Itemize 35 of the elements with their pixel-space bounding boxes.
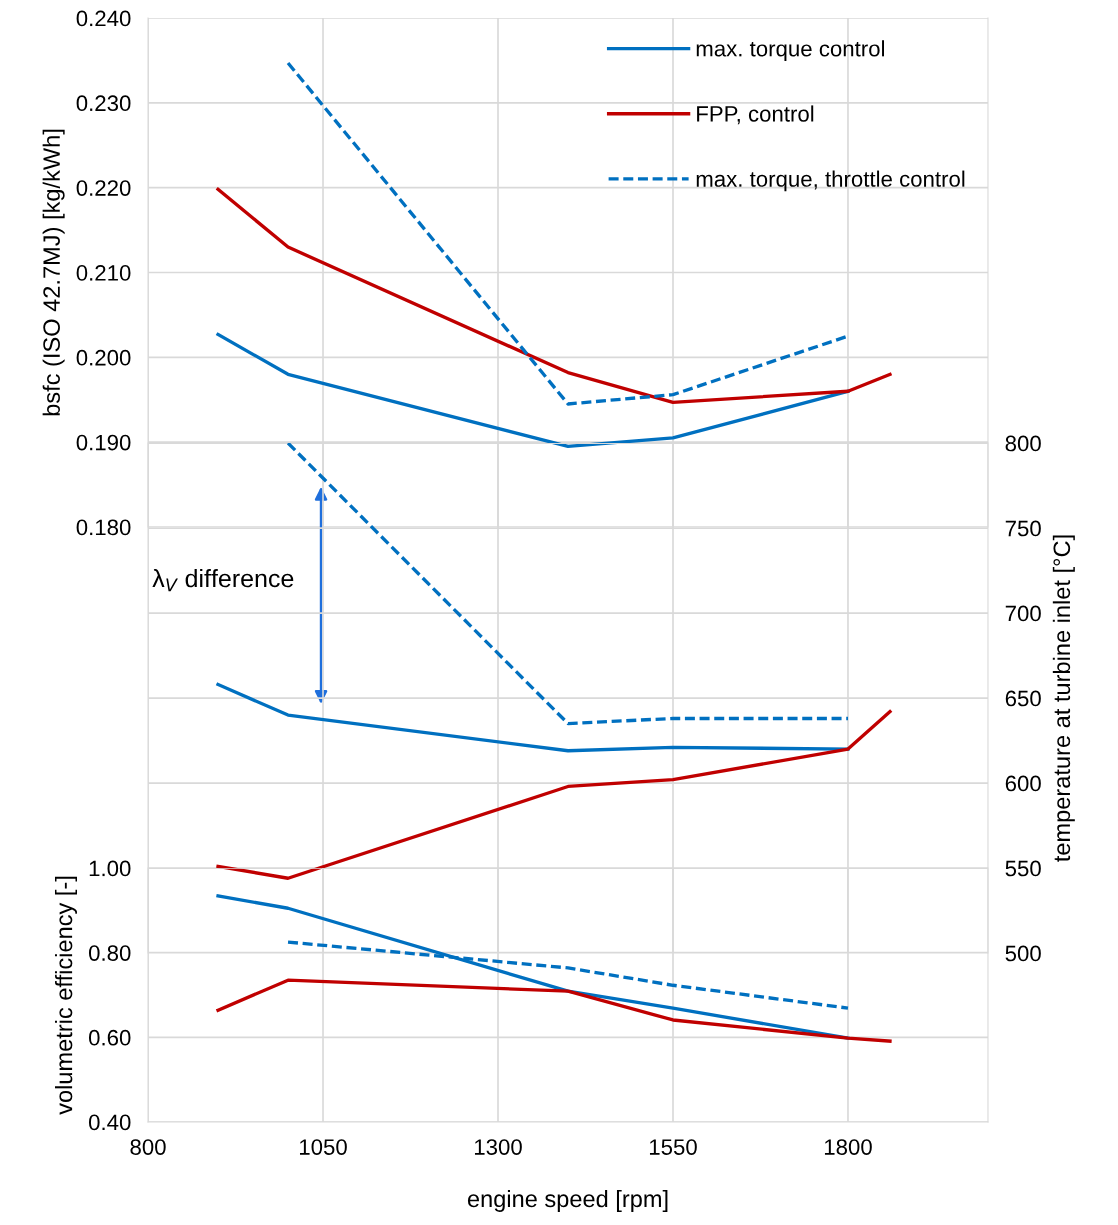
y-tick-label: 0.240	[76, 10, 131, 27]
x-tick-label: 1300	[474, 1139, 522, 1155]
x-tick-label: 1050	[299, 1139, 347, 1155]
legend-label: max. torque, throttle control	[696, 170, 965, 192]
y-tick-label: 0.190	[76, 434, 131, 451]
line-series	[216, 710, 892, 880]
line-series	[216, 978, 892, 1043]
y-tick-label: 0.180	[76, 519, 131, 536]
y-tick-label: 0.210	[76, 265, 131, 281]
y2-tick-label: 750	[1005, 520, 1041, 537]
y-axis-title: volumetric efficiency [-]	[54, 876, 77, 1115]
y-axis-title: bsfc (ISO 42.7MJ) [kg/kWh]	[42, 129, 65, 416]
x-tick-label: 1800	[824, 1139, 872, 1155]
y-tick-label: 0.200	[76, 349, 131, 366]
y-tick-label: 0.40	[88, 1114, 131, 1131]
y2-axis-title: temperature at turbine inlet [°C]	[1052, 535, 1075, 862]
y2-tick-label: 800	[1005, 435, 1041, 452]
x-tick-label: 800	[130, 1139, 166, 1155]
annotation: λ$_{V}$ difference	[152, 568, 294, 592]
y2-tick-label: 500	[1005, 945, 1041, 962]
x-tick-label: 1550	[649, 1139, 697, 1155]
y2-tick-label: 700	[1005, 605, 1041, 622]
y2-tick-label: 650	[1005, 690, 1041, 707]
y-tick-label: 0.60	[88, 1029, 131, 1046]
y-tick-label: 1.00	[89, 860, 131, 877]
x-axis-title: engine speed [rpm]	[467, 1189, 668, 1212]
y2-tick-label: 550	[1005, 860, 1041, 877]
y2-tick-label: 600	[1005, 775, 1041, 792]
y-tick-label: 0.80	[88, 945, 131, 961]
y-tick-label: 0.230	[76, 95, 131, 112]
y-tick-label: 0.220	[76, 180, 131, 196]
line-series	[216, 332, 850, 449]
legend-label: max. torque control	[696, 40, 885, 61]
legend-label: FPP, control	[697, 105, 814, 125]
line-series	[216, 682, 850, 753]
